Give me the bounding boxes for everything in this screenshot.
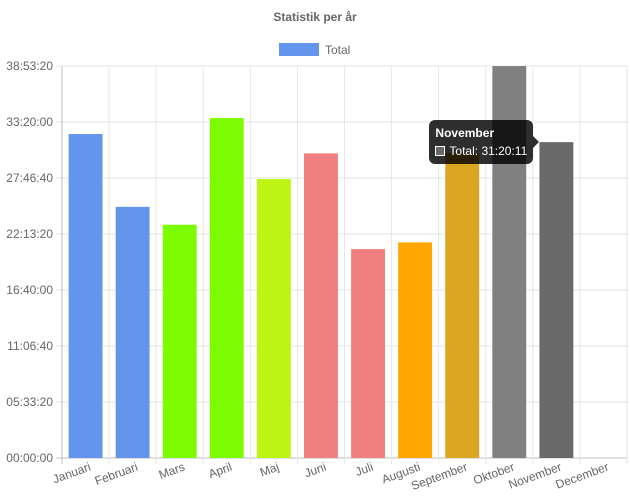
legend[interactable]: Total <box>279 43 350 57</box>
y-tick-label: 05:33:20 <box>6 395 53 409</box>
y-tick-label: 16:40:00 <box>6 283 53 297</box>
x-tick-label: Maj <box>258 460 281 480</box>
bar-april[interactable] <box>209 118 244 458</box>
x-tick-label: Januari <box>51 460 93 487</box>
y-tick-label: 27:46:40 <box>6 171 53 185</box>
bar-november[interactable] <box>539 142 574 458</box>
bar-januari[interactable] <box>68 134 103 459</box>
bars[interactable] <box>68 66 574 459</box>
bar-september[interactable] <box>445 153 480 459</box>
tooltip-title: November <box>435 126 495 141</box>
legend-swatch <box>279 43 319 56</box>
chart-title: Statistik per år <box>273 10 357 24</box>
x-tick-label: December <box>554 460 611 492</box>
tooltip-caret <box>533 136 540 149</box>
tooltip: November Total: 31:20:11 <box>429 120 534 165</box>
x-tick-label: Juni <box>303 460 328 481</box>
x-tick-label: April <box>206 460 233 481</box>
bar-februari[interactable] <box>115 206 150 458</box>
bar-augusti[interactable] <box>398 242 433 458</box>
bar-juni[interactable] <box>304 153 338 459</box>
x-tick-label: Juli <box>353 460 375 479</box>
legend-label: Total <box>325 43 350 57</box>
y-tick-label: 00:00:00 <box>6 451 53 465</box>
x-tick-label: Februari <box>93 460 140 488</box>
bar-maj[interactable] <box>256 179 291 458</box>
bar-mars[interactable] <box>162 224 197 458</box>
y-tick-label: 22:13:20 <box>6 227 53 241</box>
y-tick-label: 11:06:40 <box>7 339 53 353</box>
y-tick-label: 33:20:00 <box>6 115 53 129</box>
grid-lines <box>56 65 628 464</box>
tooltip-label: Total: 31:20:11 <box>449 144 528 159</box>
y-axis-ticks: 00:00:00 05:33:20 11:06:40 16:40:00 22:13:20… <box>6 59 53 465</box>
x-tick-label: November <box>507 460 564 492</box>
x-axis-ticks: Januari Februari Mars April Maj Juni Juli Augus… <box>51 460 611 493</box>
bar-juli[interactable] <box>351 249 385 458</box>
x-tick-label: Mars <box>157 460 187 482</box>
tooltip-swatch <box>435 146 446 157</box>
y-tick-label: 38:53:20 <box>6 59 53 73</box>
